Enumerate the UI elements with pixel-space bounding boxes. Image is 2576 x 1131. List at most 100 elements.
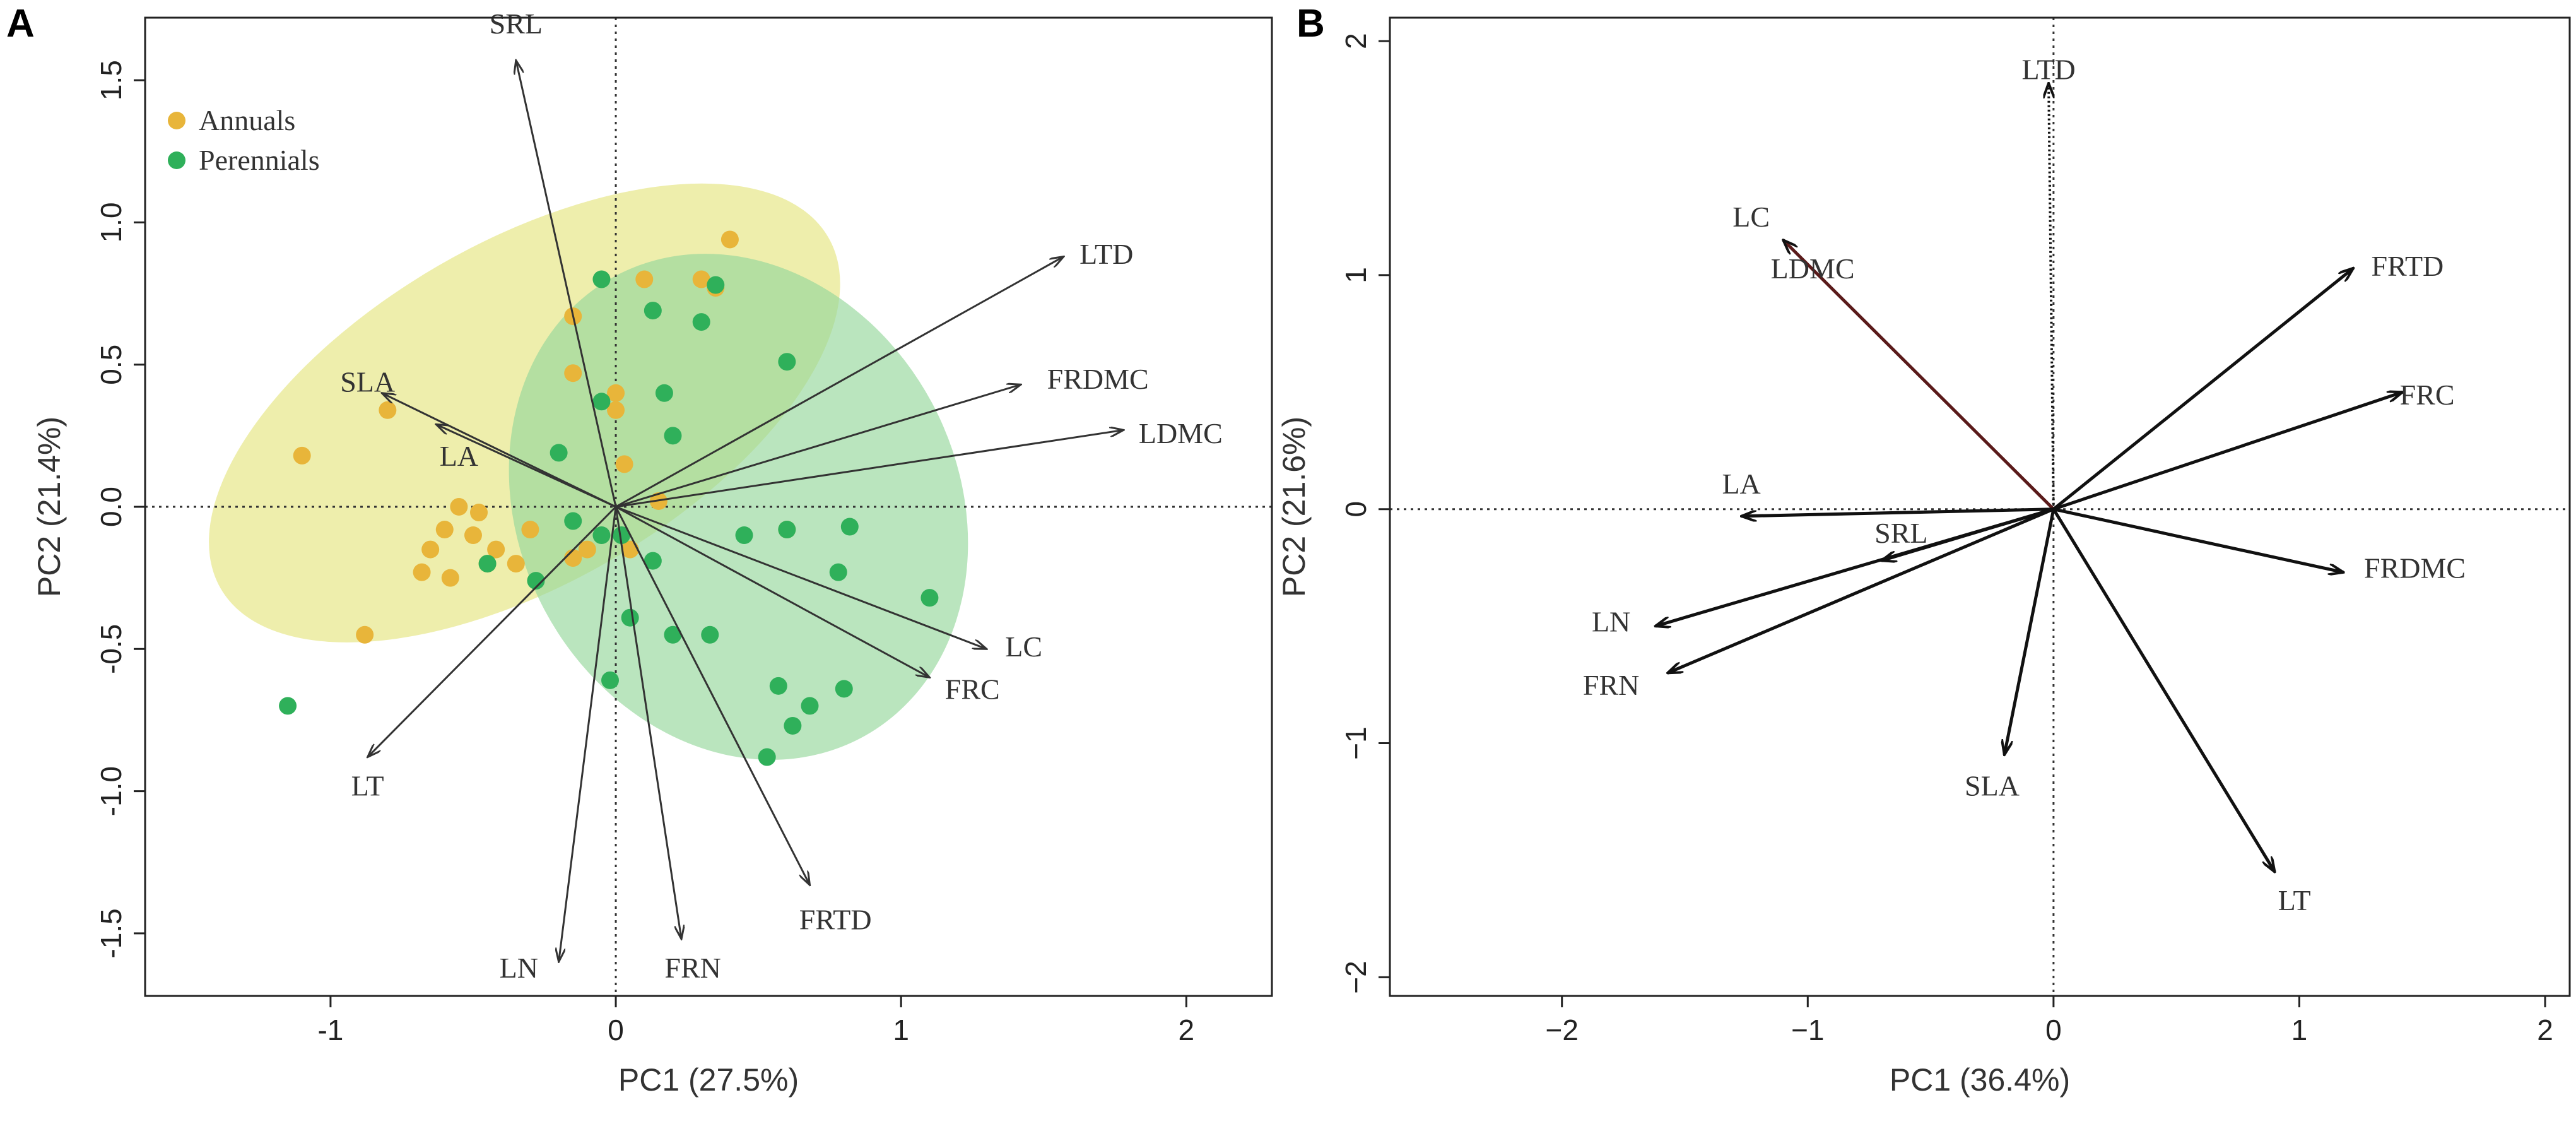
point-perennials <box>564 512 582 530</box>
vector-ltd <box>2049 83 2055 509</box>
point-perennials <box>644 552 662 570</box>
vector-sla <box>2004 509 2056 755</box>
vector-frdmc <box>615 384 1021 508</box>
point-annuals <box>470 504 488 522</box>
vector-la <box>436 424 616 508</box>
x-tick-label: 2 <box>1179 1014 1195 1046</box>
x-tick-label: 2 <box>2537 1014 2553 1046</box>
x-tick-label: −2 <box>1545 1014 1578 1046</box>
point-perennials <box>621 608 639 627</box>
vector-label-lc: LC <box>1005 631 1042 663</box>
point-perennials <box>527 572 545 590</box>
point-annuals <box>413 563 431 581</box>
y-tick-label: 2 <box>1339 33 1372 49</box>
vector-frtd <box>615 506 809 885</box>
point-perennials <box>613 526 631 545</box>
vector-label-lt: LT <box>2278 884 2311 916</box>
y-tick-label: -1.0 <box>95 766 127 816</box>
vector-frtd <box>2052 268 2353 511</box>
vector-label-frn: FRN <box>1583 669 1639 701</box>
point-perennials <box>601 671 620 689</box>
panel-letter-a: A <box>6 2 35 45</box>
panel-letter-b: B <box>1297 2 1325 45</box>
point-annuals <box>421 540 440 559</box>
point-annuals <box>578 540 596 559</box>
legend-marker-annuals <box>168 112 185 129</box>
point-annuals <box>521 521 539 539</box>
point-annuals <box>635 270 654 288</box>
legend-marker-perennials <box>168 151 185 169</box>
point-annuals <box>692 270 710 288</box>
vector-label-frdmc: FRDMC <box>2364 552 2466 584</box>
point-annuals <box>607 384 625 402</box>
point-perennials <box>644 302 662 320</box>
vector-label-frtd: FRTD <box>2371 250 2444 282</box>
vector-label-ldmc: LDMC <box>1139 417 1223 449</box>
point-annuals <box>507 555 525 573</box>
vector-label-frdmc: FRDMC <box>1047 363 1149 395</box>
point-perennials <box>664 625 682 644</box>
vector-frdmc <box>2053 507 2344 572</box>
vector-label-sla: SLA <box>340 366 395 398</box>
vector-lt <box>2052 508 2275 872</box>
vector-label-frn: FRN <box>664 952 720 984</box>
point-perennials <box>664 427 682 445</box>
point-perennials <box>758 748 776 766</box>
point-perennials <box>279 697 297 715</box>
vector-label-frc: FRC <box>2400 379 2455 411</box>
point-perennials <box>592 393 611 411</box>
vector-frc <box>615 506 929 677</box>
vector-label-frtd: FRTD <box>799 903 872 935</box>
y-axis-title: PC2 (21.6%) <box>1276 417 1312 597</box>
point-perennials <box>829 563 847 581</box>
point-annuals <box>607 401 625 419</box>
plot-area-b <box>1390 18 2570 996</box>
point-annuals <box>379 401 397 419</box>
vector-label-lc: LC <box>1732 201 1770 233</box>
point-annuals <box>487 540 505 559</box>
x-axis-title: PC1 (36.4%) <box>1890 1062 2070 1098</box>
y-tick-label: -0.5 <box>95 624 127 674</box>
vector-label-srl: SRL <box>1874 517 1927 549</box>
x-axis-title: PC1 (27.5%) <box>618 1062 799 1098</box>
vector-ln <box>559 506 617 962</box>
vector-ltd <box>615 256 1064 508</box>
vector-la <box>1741 507 2054 516</box>
vector-label-frc: FRC <box>945 673 1000 705</box>
point-perennials <box>769 677 787 695</box>
vector-label-ldmc: LDMC <box>1771 252 1855 285</box>
point-annuals <box>720 230 739 249</box>
point-perennials <box>592 270 611 288</box>
point-perennials <box>707 276 725 294</box>
point-annuals <box>450 498 468 516</box>
point-perennials <box>478 555 497 573</box>
y-tick-label: 1.5 <box>95 60 127 100</box>
point-annuals <box>293 446 311 465</box>
y-tick-label: −2 <box>1339 961 1372 993</box>
vector-frn <box>1667 507 2054 675</box>
ellipse-perennials <box>509 254 968 760</box>
point-perennials <box>784 716 802 735</box>
x-tick-label: 0 <box>2045 1014 2062 1046</box>
vector-label-ltd: LTD <box>2021 54 2075 86</box>
vector-label-la: LA <box>440 440 478 472</box>
x-tick-label: 1 <box>893 1014 909 1046</box>
y-tick-label: 1 <box>1339 267 1372 283</box>
point-perennials <box>835 680 853 698</box>
y-tick-label: 0 <box>1339 501 1372 518</box>
vector-lc <box>615 506 987 649</box>
point-perennials <box>592 526 611 545</box>
vector-label-sla: SLA <box>1965 769 2020 802</box>
point-perennials <box>735 526 753 545</box>
vector-srl <box>516 61 617 507</box>
vector-sla <box>382 393 616 508</box>
point-annuals <box>435 521 454 539</box>
y-tick-label: −1 <box>1339 726 1372 759</box>
point-annuals <box>615 455 633 473</box>
point-perennials <box>778 521 796 539</box>
point-perennials <box>801 697 819 715</box>
vector-label-ltd: LTD <box>1079 238 1133 270</box>
y-tick-label: 1.0 <box>95 202 127 242</box>
